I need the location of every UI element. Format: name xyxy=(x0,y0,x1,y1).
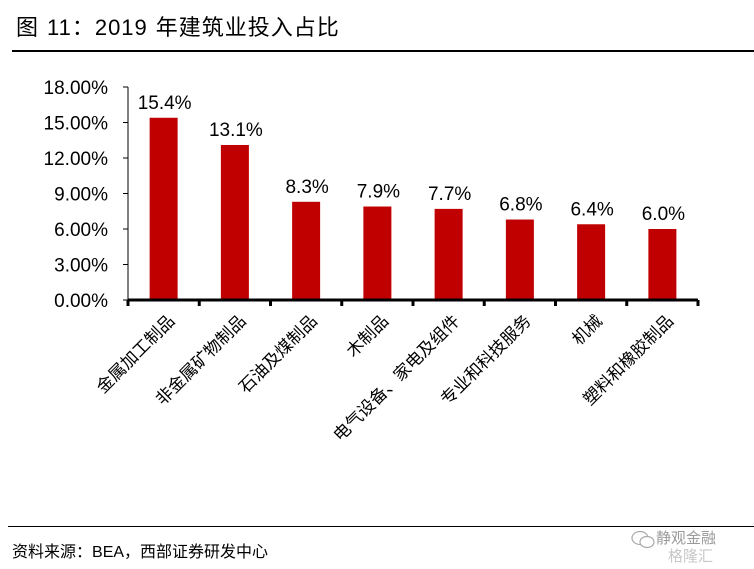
y-tick-label: 3.00% xyxy=(54,256,108,277)
data-label: 7.7% xyxy=(428,184,471,205)
watermark: 静观金融 格隆汇 xyxy=(626,525,754,569)
source-suffix: ，西部证券研发中心 xyxy=(124,542,269,561)
data-labels-group: 15.4% 13.1% 8.3% 7.9% 7.7% 6.8% 6.4% 6.0% xyxy=(138,93,685,225)
title-suffix: 年建筑业投入占比 xyxy=(147,16,340,41)
y-tick-label: 15.00% xyxy=(44,114,109,135)
watermark-line1: 静观金融 xyxy=(656,529,717,547)
category-labels-group: 金属加工制品非金属矿物制品石油及煤制品 木制品电气设备、家电及组件专业和科技服务机… xyxy=(93,311,678,445)
source-prefix: 资料来源： xyxy=(12,542,93,561)
bar xyxy=(648,229,677,300)
bar xyxy=(577,224,606,300)
title-divider xyxy=(12,50,754,52)
bar xyxy=(434,208,463,300)
bar xyxy=(505,219,534,300)
bar xyxy=(220,144,249,300)
title-number: 11：2019 xyxy=(47,15,148,40)
figure-title: 图 11：2019 年建筑业投入占比 xyxy=(16,10,340,42)
data-label: 6.8% xyxy=(499,195,542,216)
source-note: 资料来源：BEA，西部证券研发中心 xyxy=(12,538,268,562)
category-label: 机械 xyxy=(568,311,606,349)
data-label: 6.0% xyxy=(642,204,685,225)
y-tick-label: 6.00% xyxy=(54,220,108,241)
category-label: 木制品 xyxy=(343,311,393,361)
bar xyxy=(149,117,178,301)
y-axis: 0.00% 3.00% 6.00% 9.00% 12.00% 15.00% 18.00% xyxy=(44,78,129,312)
watermark-line2: 格隆汇 xyxy=(668,547,714,565)
bar xyxy=(292,201,321,300)
title-prefix: 图 xyxy=(16,16,47,41)
bars-group xyxy=(149,117,677,301)
x-axis xyxy=(126,298,700,306)
data-label: 8.3% xyxy=(285,177,328,198)
data-label: 13.1% xyxy=(209,120,263,141)
data-label: 15.4% xyxy=(138,93,192,114)
bar xyxy=(363,206,392,300)
category-label: 电气设备、家电及组件 xyxy=(330,311,464,445)
y-tick-label: 9.00% xyxy=(54,185,108,206)
source-latin: BEA xyxy=(92,544,125,561)
y-tick-label: 0.00% xyxy=(54,291,108,312)
wechat-icon xyxy=(631,530,655,549)
y-tick-label: 18.00% xyxy=(44,78,109,99)
footer-divider xyxy=(8,526,754,527)
data-label: 6.4% xyxy=(570,199,613,220)
y-tick-label: 12.00% xyxy=(44,149,109,170)
data-label: 7.9% xyxy=(357,182,400,203)
